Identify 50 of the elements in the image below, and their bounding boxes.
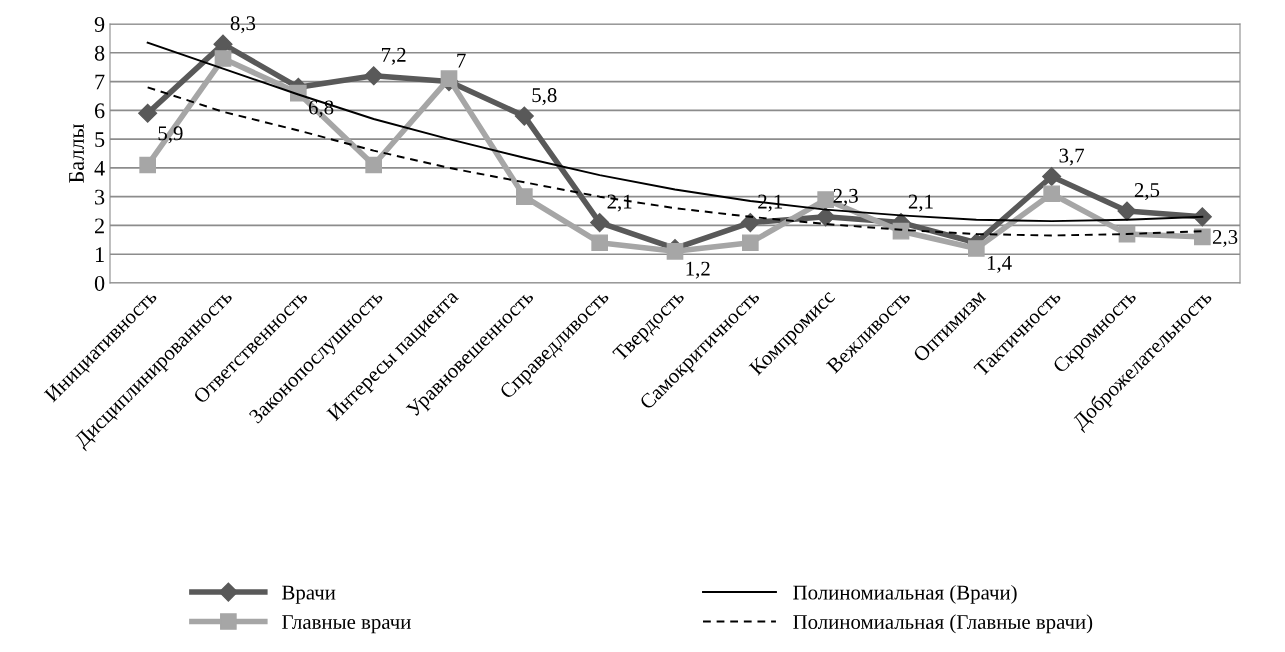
legend-label: Полиномиальная (Врачи)	[793, 584, 1017, 604]
y-tick-label: 6	[94, 103, 105, 119]
point	[967, 240, 985, 257]
point	[1042, 166, 1062, 187]
point	[892, 222, 910, 240]
legend-label: Главные врачи	[282, 615, 411, 634]
y-tick-label: 8	[94, 45, 105, 61]
point	[514, 106, 534, 126]
data-label: 1,2	[686, 261, 710, 279]
point	[666, 243, 684, 260]
y-axis-title: Баллы	[69, 124, 84, 183]
data-label: 2,5	[1134, 183, 1160, 201]
data-label: 7	[457, 53, 466, 68]
point	[1117, 201, 1137, 221]
legend-label: Полиномиальная (Главные врачи)	[793, 614, 1093, 634]
y-tick-label: 5	[95, 132, 105, 148]
data-label: 2,3	[833, 188, 858, 206]
point	[741, 234, 759, 252]
point	[1193, 228, 1211, 246]
point	[214, 50, 232, 67]
point	[590, 213, 610, 233]
data-label: 2,3	[1212, 229, 1238, 247]
point	[817, 191, 835, 208]
legend-label: Врачи	[282, 585, 336, 604]
data-label: 7,2	[381, 47, 406, 65]
point	[816, 207, 836, 227]
data-label: 2,1	[908, 194, 933, 212]
point	[440, 70, 458, 88]
y-tick-label: 2	[95, 218, 104, 234]
y-tick-label: 0	[94, 275, 105, 291]
y-tick-label: 7	[95, 74, 105, 90]
data-label: 6,8	[308, 100, 334, 118]
point	[740, 213, 760, 233]
point	[138, 103, 158, 123]
data-label: 3,7	[1059, 148, 1085, 166]
data-label: 8,3	[230, 16, 256, 34]
y-tick-label: 4	[94, 160, 105, 176]
point	[591, 234, 609, 252]
data-label: 1,4	[987, 255, 1012, 273]
point	[364, 66, 384, 86]
data-label: 2,1	[607, 194, 632, 212]
point	[365, 156, 383, 174]
point	[139, 156, 157, 174]
data-label: 5,9	[158, 126, 183, 144]
y-tick-label: 9	[94, 16, 105, 32]
y-tick-label: 1	[95, 247, 104, 262]
point	[1043, 185, 1061, 203]
y-tick-label: 3	[95, 189, 105, 205]
point	[515, 188, 533, 206]
data-label: 5,8	[532, 88, 557, 106]
